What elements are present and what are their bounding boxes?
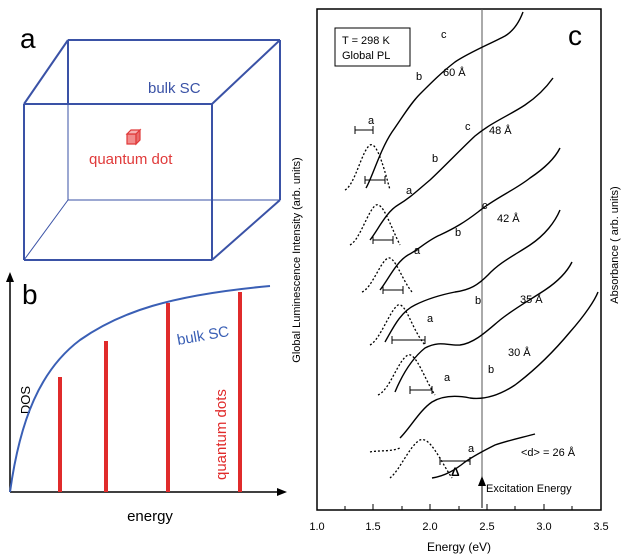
x-tick-label: 3.5 [593,521,608,533]
panel-c: c T = 298 K Global PL Global Luminescenc… [291,8,621,554]
size-label-26: <d> = 26 Å [521,446,576,459]
legend-box [334,27,411,67]
panel-c-letter: c [568,20,582,51]
peak-label-a: a [414,245,421,257]
absorbance-curve-48 [369,77,554,241]
x-tick-label: 3.0 [536,521,551,533]
absorbance-curve-60 [365,11,524,189]
bulk-dos-curve [9,285,271,493]
excitation-energy-label: Excitation Energy [486,483,572,495]
legend-temperature: T = 298 K [342,35,390,47]
x-tick-label: 2.0 [422,521,437,533]
bulk-sc-curve-label: bulk SC [176,323,231,349]
absorbance-curve-60-low [320,188,366,190]
peak-label-b: b [416,71,422,83]
absorbance-curves [320,11,599,479]
x-axis-arrow-icon [277,488,287,496]
peak-label-b: b [488,364,494,376]
pl-curve-35 [369,304,426,346]
pl-curve-42 [361,257,413,293]
peak-label-c: c [465,121,471,133]
excitation-arrow-icon [478,476,486,486]
peak-labels: a b c a b c a b c a b a b a [368,29,494,455]
bulk-sc-label: bulk SC [148,80,201,97]
x-tick-label: 1.0 [309,521,324,533]
size-label-60: 60 Å [443,66,466,79]
pl-curve-60 [344,144,391,191]
peak-brackets [354,126,471,465]
quantum-dots-label: quantum dots [213,389,230,480]
y-axis-arrow-icon [6,272,14,282]
x-tick-marks [344,504,573,510]
bulk-cube [23,39,281,261]
peak-label-a: a [444,372,451,384]
panel-a-letter: a [20,23,36,54]
peak-label-b: b [475,295,481,307]
left-y-axis-label: Global Luminescence Intensity (arb. unit… [291,157,303,362]
peak-label-b: b [432,153,438,165]
peak-label-a: a [427,313,434,325]
dos-axis-label: DOS [18,386,33,415]
x-tick-label: 1.5 [365,521,380,533]
panel-b: b DOS energy bulk SC quantum dots [6,272,287,525]
absorbance-curve-35 [384,209,561,343]
absorbance-curve-42 [379,147,561,291]
pl-curve-30 [377,354,436,396]
legend-global-pl: Global PL [342,50,390,62]
absorbance-curve-26-tail [431,433,536,479]
size-label-42: 42 Å [497,212,520,225]
size-label-48: 48 Å [489,124,512,137]
x-ticks: 1.0 1.5 2.0 2.5 3.0 3.5 [309,521,608,533]
quantum-dot-cube-icon [125,128,142,146]
x-tick-label: 2.5 [479,521,494,533]
pl-curve-48 [349,204,401,246]
panel-b-letter: b [22,279,38,310]
panel-a: a bulk SC quantum dot [20,23,281,261]
x-axis-label: Energy (eV) [427,540,491,554]
peak-label-c: c [482,200,488,212]
delta-label: Δ [451,465,460,479]
right-y-axis-label: Absorbance ( arb. units) [609,186,621,303]
peak-label-a: a [406,185,413,197]
absorbance-curve-26 [399,291,599,439]
absorbance-curve-30 [394,261,573,393]
size-label-30: 30 Å [508,346,531,359]
peak-label-c: c [441,29,447,41]
pl-curve-26 [389,439,453,479]
quantum-dot-label: quantum dot [89,151,173,168]
qd-dos-bars [58,292,242,492]
peak-label-a: a [368,115,375,127]
energy-axis-label: energy [127,508,173,525]
size-labels: 60 Å 48 Å 42 Å 35 Å 30 Å <d> = 26 Å [443,66,576,459]
plot-frame [316,8,602,511]
size-label-35: 35 Å [520,293,543,306]
peak-label-b: b [455,227,461,239]
pl-baseline-26 [369,447,401,453]
pl-curves [344,144,453,479]
peak-label-a: a [468,443,475,455]
